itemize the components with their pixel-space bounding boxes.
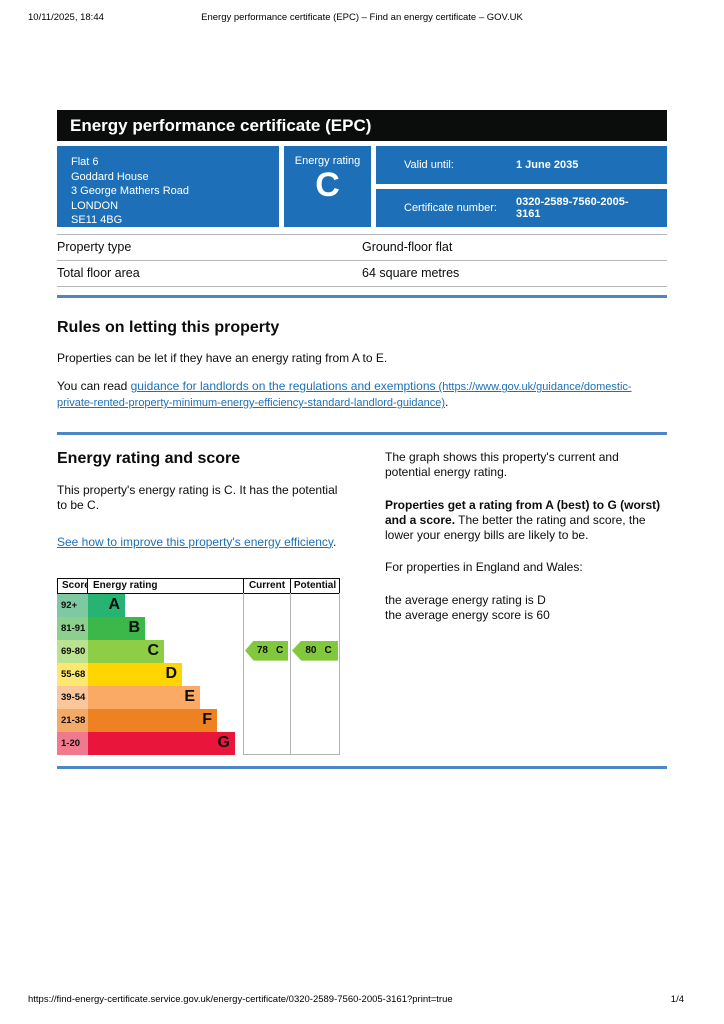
band-score-range: 1-20 (57, 731, 88, 755)
average-rating-line: the average energy rating is D (385, 592, 546, 607)
rules-guidance-paragraph: You can read guidance for landlords on t… (57, 379, 667, 411)
certificate-number-value: 0320-2589-7560-2005-3161 (516, 196, 629, 220)
england-wales-intro: For properties in England and Wales: (385, 560, 583, 575)
band-bar-e: E (88, 685, 200, 709)
landlord-guidance-link[interactable]: guidance for landlords on the regulation… (57, 379, 632, 409)
section-divider (57, 432, 667, 436)
print-datetime: 10/11/2025, 18:44 (28, 12, 104, 23)
score-column-header: Score (57, 577, 90, 594)
epc-rating-graph: Score Energy rating Current Potential 92… (57, 577, 340, 755)
current-score: 78 (256, 645, 268, 657)
guidance-text-suffix: . (445, 395, 449, 410)
landlord-guidance-link-text: guidance for landlords on the regulation… (130, 379, 436, 394)
guidance-text-prefix: You can read (57, 379, 131, 394)
print-page-title: Energy performance certificate (EPC) – F… (201, 12, 523, 23)
section-divider (57, 295, 667, 298)
property-address: Flat 6 Goddard House 3 George Mathers Ro… (57, 146, 279, 227)
certificate-number-box: Certificate number: 0320-2589-7560-2005-… (376, 189, 667, 227)
potential-rating-arrow: 80 C (292, 640, 338, 661)
epc-band-row-g: 1-20 G (57, 731, 340, 755)
current-column-header: Current (243, 577, 291, 594)
rating-score-section: Energy rating and score This property's … (57, 450, 667, 755)
rating-explainer-paragraph: Properties get a rating from A (best) to… (385, 498, 667, 544)
epc-band-row-b: 81-91 B (57, 616, 340, 640)
band-bar-c: C (88, 639, 164, 663)
band-score-range: 55-68 (57, 662, 88, 686)
potential-band-letter: C (324, 645, 332, 657)
band-score-range: 39-54 (57, 685, 88, 709)
table-row: Property type Ground-floor flat (57, 234, 667, 260)
address-line: Goddard House (71, 170, 149, 183)
valid-until-label: Valid until: (404, 159, 454, 171)
rules-paragraph: Properties can be let if they have an en… (57, 351, 388, 365)
epc-band-row-c: 69-80 C (57, 639, 340, 663)
improve-efficiency-link[interactable]: See how to improve this property's energ… (57, 534, 333, 549)
address-line: SE11 4BG (71, 214, 123, 227)
epc-band-row-e: 39-54 E (57, 685, 340, 709)
print-page-number: 1/4 (670, 994, 684, 1005)
band-score-range: 69-80 (57, 639, 88, 663)
certificate-content: Energy performance certificate (EPC) Fla… (57, 110, 667, 769)
potential-column-header: Potential (290, 577, 340, 594)
energy-rating-value: C (315, 166, 340, 204)
validity-column: Valid until: 1 June 2035 Certificate num… (376, 146, 667, 227)
current-rating-arrow: 78 C (245, 640, 288, 661)
property-details-table: Property type Ground-floor flat Total fl… (57, 234, 667, 287)
epc-band-row-d: 55-68 D (57, 662, 340, 686)
band-bar-d: D (88, 662, 182, 686)
valid-until-box: Valid until: 1 June 2035 (376, 146, 667, 184)
epc-graph-header: Score Energy rating Current Potential (57, 577, 340, 594)
floor-area-value: 64 square metres (362, 266, 460, 280)
potential-score: 80 (305, 645, 317, 657)
certificate-title-banner: Energy performance certificate (EPC) (57, 110, 667, 141)
table-row: Total floor area 64 square metres (57, 260, 667, 287)
print-footer-url: https://find-energy-certificate.service.… (28, 994, 453, 1005)
band-bar-g: G (88, 731, 235, 755)
energy-rating-box: Energy rating C (284, 146, 371, 227)
property-type-value: Ground-floor flat (362, 240, 453, 254)
certificate-number-label: Certificate number: (404, 202, 497, 214)
band-bar-f: F (88, 708, 217, 732)
valid-until-value: 1 June 2035 (516, 159, 579, 171)
current-column (243, 592, 290, 755)
epc-band-row-a: 92+ A (57, 593, 340, 617)
rules-section-heading: Rules on letting this property (57, 319, 280, 336)
certificate-title: Energy performance certificate (EPC) (70, 116, 372, 135)
potential-column (290, 592, 340, 755)
improve-efficiency-line: See how to improve this property's energ… (57, 535, 336, 550)
band-score-range: 92+ (57, 593, 88, 617)
band-bar-b: B (88, 616, 145, 640)
rating-summary-paragraph: This property's energy rating is C. It h… (57, 483, 338, 513)
epc-band-rows: 92+ A 81-91 B 69-80 C 55-68 D 39-54 E 21-38 F 1-20 G (57, 593, 340, 755)
rating-score-left-column: Energy rating and score This property's … (57, 450, 340, 755)
graph-explainer-paragraph: The graph shows this property's current … (385, 450, 619, 480)
rating-explainer-rest: The better the rating and score, the low… (385, 512, 646, 543)
energy-rating-label: Energy rating (294, 155, 361, 167)
rating-explainer-bold: Properties get a rating from A (best) to… (385, 497, 661, 527)
average-score-line: the average energy score is 60 (385, 607, 550, 622)
band-score-range: 21-38 (57, 708, 88, 732)
landlord-guidance-link-url: (https://www.gov.uk/guidance/domestic-pr… (57, 381, 632, 410)
energy-rating-column-header: Energy rating (87, 577, 244, 594)
epc-band-row-f: 21-38 F (57, 708, 340, 732)
section-divider (57, 765, 667, 769)
address-line: LONDON (71, 199, 119, 212)
address-line: Flat 6 (71, 156, 99, 168)
rating-section-heading: Energy rating and score (57, 450, 241, 468)
current-band-letter: C (275, 645, 284, 657)
floor-area-label: Total floor area (57, 266, 140, 280)
rating-score-right-column: The graph shows this property's current … (385, 450, 667, 754)
address-line: 3 George Mathers Road (71, 185, 190, 198)
band-score-range: 81-91 (57, 616, 88, 640)
property-type-label: Property type (57, 240, 132, 254)
certificate-summary: Flat 6 Goddard House 3 George Mathers Ro… (57, 146, 667, 227)
band-bar-a: A (88, 593, 125, 617)
improve-link-suffix: . (332, 534, 337, 549)
